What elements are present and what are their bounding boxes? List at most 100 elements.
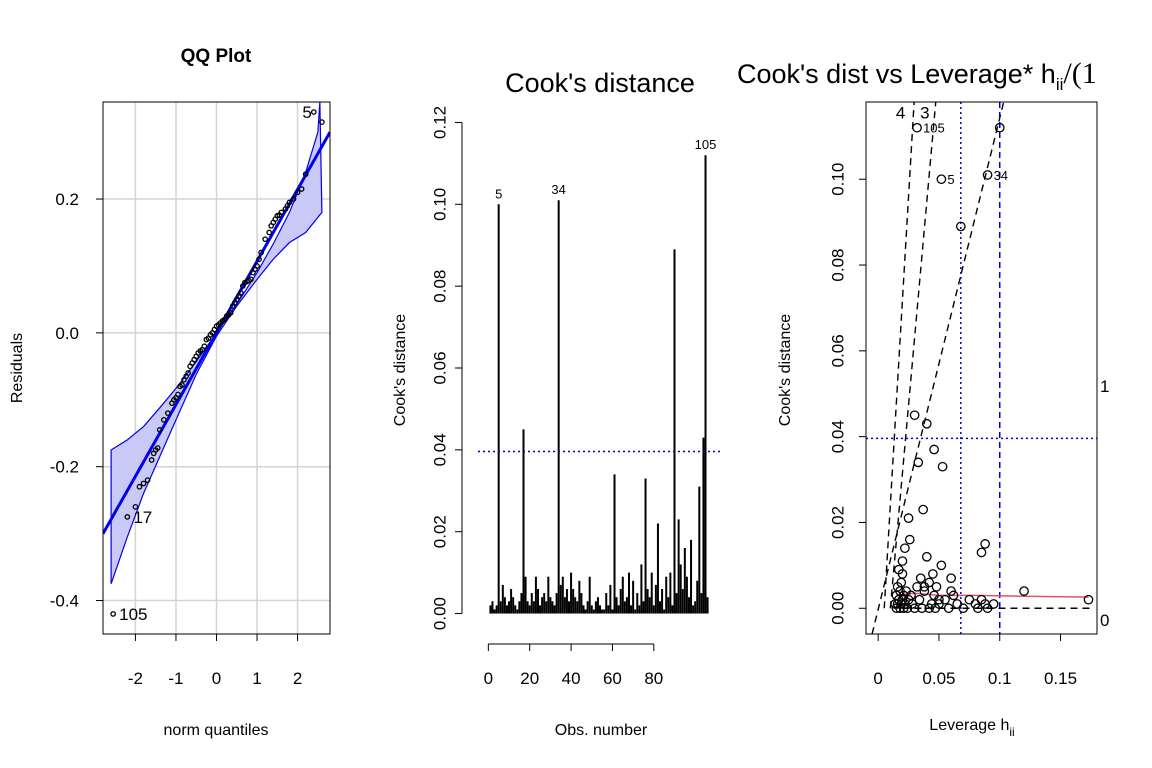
cooks-xtick-label-0: 0 xyxy=(484,669,493,688)
qq-point xyxy=(144,477,151,483)
qq-xtick-label-4: 2 xyxy=(293,669,302,688)
leverage-x-label: Leverage hii xyxy=(929,717,1014,739)
leverage-title-tail: /(1 xyxy=(1063,57,1096,90)
qq-grid xyxy=(103,102,330,634)
qq-point xyxy=(179,382,185,388)
qq-point xyxy=(227,309,234,316)
leverage-xtick-label-1: 0.05 xyxy=(922,669,955,688)
cooks-ytick-label-2: 0.04 xyxy=(431,433,450,466)
leverage-point xyxy=(988,599,999,609)
qq-ytick-label-3: 0.2 xyxy=(55,190,79,209)
cooks-ytick-label-4: 0.08 xyxy=(431,270,450,303)
qq-point-label-17: 17 xyxy=(133,508,152,527)
cooks-y-ticks: 0.00 0.02 0.04 0.06 0.08 0.10 0.12 xyxy=(431,106,463,630)
qq-point xyxy=(302,171,309,178)
leverage-contour-2 xyxy=(871,102,1005,634)
leverage-point xyxy=(897,556,908,566)
leverage-point-label-105: 105 xyxy=(923,121,945,136)
leverage-point xyxy=(936,560,947,571)
cooks-bars xyxy=(489,155,709,614)
qq-ytick-label-0: -0.4 xyxy=(50,592,79,611)
cooks-bar-labels: 5 34 105 xyxy=(495,137,716,201)
qq-point xyxy=(124,514,131,520)
leverage-point xyxy=(924,603,935,614)
qq-xtick-label-3: 1 xyxy=(252,669,261,688)
qq-point xyxy=(237,289,244,296)
qq-ytick-label-2: 0.0 xyxy=(55,324,79,343)
cooks-x-label: Obs. number xyxy=(555,722,648,739)
leverage-point xyxy=(897,569,908,579)
qq-point xyxy=(258,249,264,256)
leverage-ytick-label-3: 0.06 xyxy=(829,334,848,367)
leverage-point xyxy=(1019,586,1029,596)
leverage-contour-1 xyxy=(889,102,937,609)
leverage-point xyxy=(976,547,987,558)
leverage-h-thresholds xyxy=(960,102,1001,634)
qq-ytick-label-1: -0.2 xyxy=(50,458,79,477)
qq-point xyxy=(310,109,317,115)
leverage-point xyxy=(903,513,914,524)
cooks-ytick-label-5: 0.10 xyxy=(431,188,450,221)
qq-point xyxy=(148,457,155,463)
leverage-point xyxy=(919,581,930,592)
cooks-bar-label-5: 5 xyxy=(495,186,502,201)
leverage-ytick-label-0: 0.00 xyxy=(829,592,848,625)
cooks-ytick-label-0: 0.00 xyxy=(431,597,450,630)
cooks-title: Cook's distance xyxy=(505,68,695,98)
leverage-contour-label-3: 3 xyxy=(920,104,929,123)
qq-point xyxy=(254,263,260,269)
qq-xtick-label-0: -2 xyxy=(128,669,143,688)
leverage-xtick-label-3: 0.15 xyxy=(1044,669,1077,688)
leverage-point xyxy=(931,581,942,592)
qq-confidence-band xyxy=(110,102,323,585)
qq-point xyxy=(165,410,171,417)
leverage-point xyxy=(936,174,947,185)
leverage-point xyxy=(917,603,927,614)
cooks-ytick-label-1: 0.02 xyxy=(431,515,450,548)
leverage-point xyxy=(921,551,932,562)
qq-title: QQ Plot xyxy=(181,46,252,67)
leverage-point xyxy=(937,461,948,472)
leverage-contour-0 xyxy=(883,102,915,609)
qq-y-label: Residuals xyxy=(9,333,26,403)
cooks-x-ticks: 0 20 40 60 80 xyxy=(484,643,663,688)
leverage-point xyxy=(909,603,920,614)
leverage-contour-label-4: 4 xyxy=(896,104,905,123)
qq-reference-line xyxy=(103,131,330,535)
margin-label-0: 0 xyxy=(1100,611,1109,630)
qq-panel: QQ Plot 5 17 105 -2 -1 0 1 2 -0.4 -0.2 0.0 0.2 no… xyxy=(9,46,331,739)
leverage-point xyxy=(964,594,975,605)
qq-x-ticks: -2 -1 0 1 2 xyxy=(128,634,302,688)
leverage-point xyxy=(914,594,925,605)
leverage-point xyxy=(946,573,956,584)
qq-point xyxy=(319,119,325,125)
qq-point xyxy=(156,427,163,433)
cooks-y-label: Cook's distance xyxy=(392,314,409,427)
qq-point xyxy=(185,370,191,376)
leverage-point xyxy=(973,603,983,614)
qq-point xyxy=(110,611,116,617)
cooks-ytick-label-3: 0.06 xyxy=(431,351,450,384)
leverage-point xyxy=(913,457,924,468)
qq-point xyxy=(266,229,273,236)
qq-xtick-label-2: 0 xyxy=(212,669,221,688)
margin-label-1: 1 xyxy=(1100,377,1109,396)
leverage-x-ticks: 0 0.05 0.1 0.15 xyxy=(873,634,1077,688)
leverage-point xyxy=(918,504,928,515)
leverage-point xyxy=(958,603,969,614)
leverage-point xyxy=(980,539,990,549)
qq-point xyxy=(256,256,262,263)
leverage-ytick-label-2: 0.04 xyxy=(829,420,848,453)
qq-point-labels: 5 17 105 xyxy=(119,103,312,624)
qq-point xyxy=(286,199,293,206)
cooks-ytick-label-6: 0.12 xyxy=(431,106,450,139)
leverage-y-label: Cook's distance xyxy=(777,314,794,427)
qq-x-label: norm quantiles xyxy=(164,722,269,739)
qq-point xyxy=(132,504,139,510)
leverage-xtick-label-0: 0 xyxy=(873,669,882,688)
qq-xtick-label-1: -1 xyxy=(168,669,183,688)
leverage-frame xyxy=(865,101,1098,635)
